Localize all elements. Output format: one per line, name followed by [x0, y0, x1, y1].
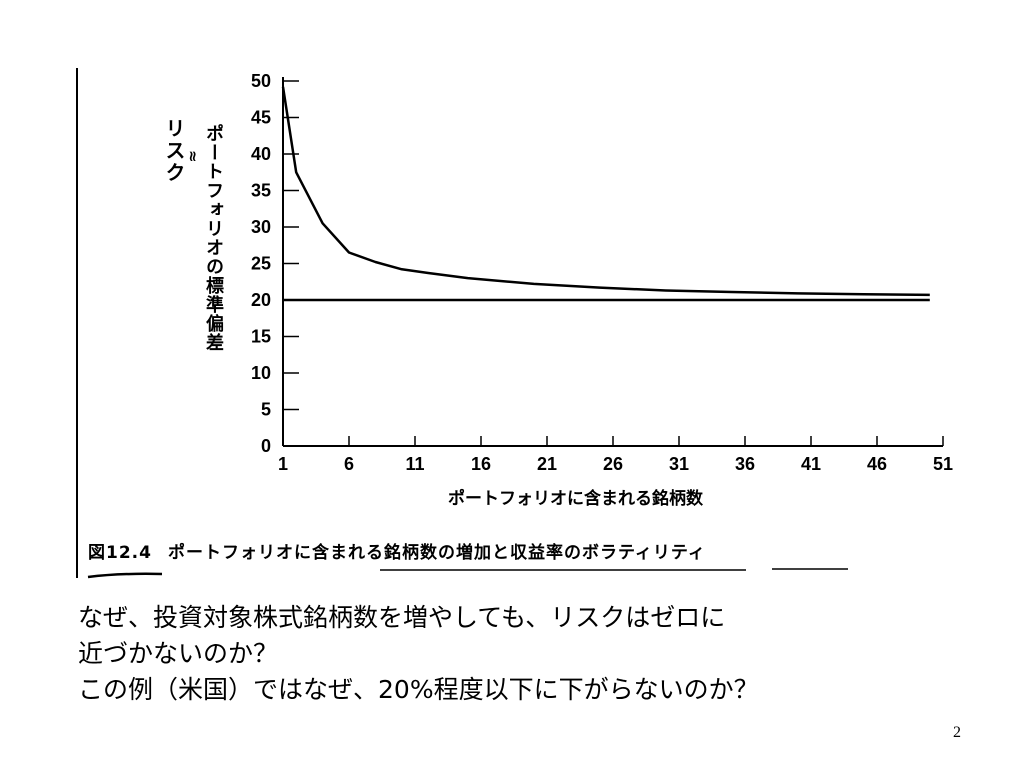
question-text: なぜ、投資対象株式銘柄数を増やしても、リスクはゼロに 近づかないのか？ この例（…: [78, 600, 978, 708]
y-tick-label: 10: [251, 363, 271, 383]
x-tick-label: 41: [801, 454, 821, 474]
caption-underlines: [87, 568, 848, 579]
y-tick-label: 5: [261, 400, 271, 420]
x-axis-label: ポートフォリオに含まれる銘柄数: [448, 489, 703, 509]
y-tick-label: 50: [251, 71, 271, 91]
x-tick-label: 51: [933, 454, 953, 474]
x-tick-label: 26: [603, 454, 623, 474]
y-tick-label: 35: [251, 181, 271, 201]
question-line-2: 近づかないのか？: [78, 639, 279, 668]
y-tick-label: 40: [251, 144, 271, 164]
chart-series: [281, 86, 930, 302]
page-number: 2: [953, 724, 961, 741]
y-tick-label: 15: [251, 327, 271, 347]
caption-underline-left: [87, 572, 163, 579]
x-tick-label: 11: [405, 454, 424, 474]
left-border-line: [76, 68, 78, 578]
y-tick-label: 30: [251, 217, 271, 237]
x-tick-label: 1: [278, 454, 288, 474]
x-tick-label: 46: [867, 454, 887, 474]
x-tick-label: 31: [669, 454, 689, 474]
x-tick-label: 21: [537, 454, 557, 474]
figure-caption: 図12.4 ポートフォリオに含まれる銘柄数の増加と収益率のボラティリティ: [88, 538, 706, 563]
chart-axes: [282, 77, 943, 447]
y-tick-label: 25: [251, 254, 271, 274]
y-tick-label: 45: [251, 108, 271, 128]
approx-symbol: ≈: [184, 150, 202, 163]
figure-caption-text: ポートフォリオに含まれる銘柄数の増加と収益率のボラティリティ: [167, 543, 706, 563]
y-tick-label: 20: [251, 290, 271, 310]
x-tick-label: 16: [471, 454, 491, 474]
y-axis-label-risk: リスク: [162, 118, 186, 184]
figure-number: 図12.4: [88, 543, 152, 563]
y-tick-label: 0: [261, 436, 271, 456]
question-line-1: なぜ、投資対象株式銘柄数を増やしても、リスクはゼロに: [78, 603, 726, 632]
question-line-3: この例（米国）ではなぜ、20%程度以下に下がらないのか？: [78, 675, 759, 704]
x-tick-label: 36: [735, 454, 755, 474]
x-tick-label: 6: [344, 454, 354, 474]
risk-curve: [281, 86, 930, 297]
y-axis-label: ポートフォリオの標準偏差: [203, 124, 224, 352]
